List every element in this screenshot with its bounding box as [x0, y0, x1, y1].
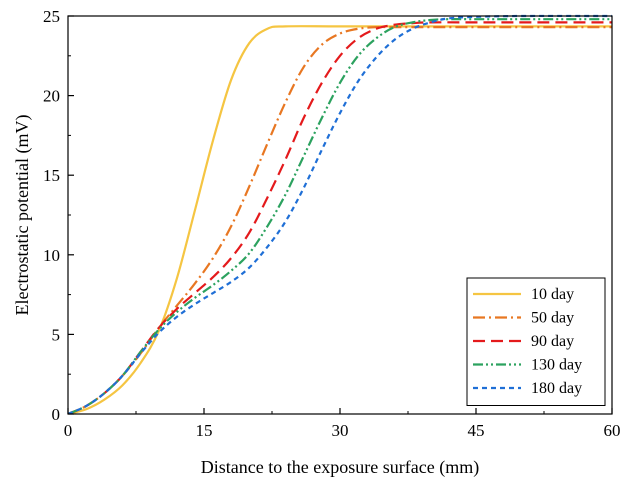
y-tick-label: 20: [43, 87, 60, 106]
legend-label: 50 day: [531, 310, 574, 327]
y-tick-label: 25: [43, 7, 60, 26]
x-axis-title: Distance to the exposure surface (mm): [201, 457, 479, 478]
series-line-5: [68, 14, 612, 414]
series-line-1: [68, 25, 612, 414]
x-tick-label: 30: [332, 421, 349, 440]
y-axis: 0 5 10 15 20 25: [43, 7, 74, 424]
y-tick-label: 0: [52, 405, 61, 424]
x-tick-label: 45: [468, 421, 485, 440]
plot-lines: [68, 14, 612, 414]
legend-label: 180 day: [531, 380, 582, 397]
y-tick-label: 15: [43, 166, 60, 185]
legend: 10 day 50 day 90 day 130 day 180 day: [466, 277, 606, 406]
x-axis: 0 15 30 45 60: [64, 408, 621, 440]
legend-box: [466, 277, 606, 406]
x-tick-label: 15: [196, 421, 213, 440]
x-tick-label: 0: [64, 421, 73, 440]
legend-label: 90 day: [531, 333, 574, 350]
legend-label: 10 day: [531, 286, 574, 303]
y-tick-label: 5: [52, 325, 61, 344]
y-axis-title: Electrostatic potential (mV): [12, 115, 33, 316]
series-line-4: [68, 18, 612, 414]
y-tick-label: 10: [43, 246, 60, 265]
legend-label: 130 day: [531, 357, 582, 374]
x-tick-label: 60: [604, 421, 621, 440]
